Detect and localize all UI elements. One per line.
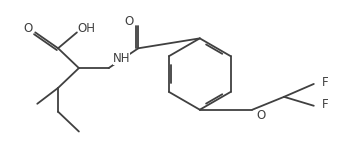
Text: OH: OH (78, 22, 96, 35)
Text: F: F (322, 98, 328, 111)
Text: O: O (24, 22, 33, 35)
Text: F: F (322, 76, 328, 89)
Text: NH: NH (112, 52, 130, 65)
Text: O: O (256, 109, 266, 122)
Text: O: O (125, 15, 134, 28)
